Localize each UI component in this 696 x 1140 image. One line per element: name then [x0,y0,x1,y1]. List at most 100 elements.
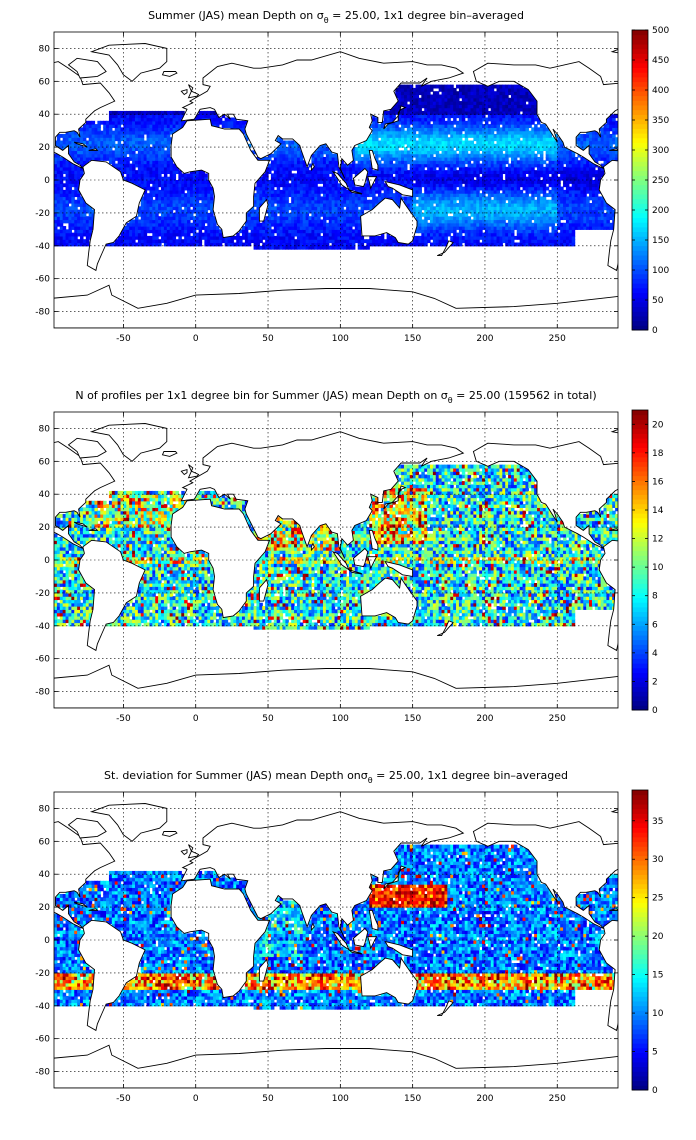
data-cell [184,203,188,207]
data-cell [325,226,330,230]
data-cell [432,219,437,224]
data-cell [123,156,127,161]
data-cell [513,84,518,89]
data-cell [476,180,480,184]
data-cell [499,156,503,161]
data-cell [349,219,353,224]
data-cell [108,133,113,138]
data-cell [285,239,289,244]
data-cell [80,153,84,158]
data-cell [508,166,512,171]
data-cell [502,219,506,224]
data-cell [427,203,431,207]
data-cell [166,133,171,138]
data-cell [525,229,529,234]
data-cell [386,186,391,191]
data-cell [140,206,145,211]
data-cell [473,143,477,148]
data-cell [424,206,428,211]
data-cell [421,124,425,128]
data-cell [296,216,301,221]
data-cell [314,245,318,250]
data-cell [158,153,162,158]
data-cell [435,219,440,224]
data-cell [479,97,483,102]
data-cell [279,219,284,224]
data-cell [525,97,529,102]
data-cell [516,114,521,119]
data-cell [406,84,411,89]
data-cell [111,140,116,145]
data-cell [169,170,174,175]
data-cell [192,232,197,237]
data-cell [458,117,463,122]
data-cell [487,160,492,165]
data-cell [479,94,483,99]
data-cell [262,229,266,234]
data-cell [59,209,64,214]
data-cell [244,226,249,230]
data-cell [450,166,454,171]
data-cell [74,160,78,165]
data-cell [421,163,425,168]
data-cell [354,232,359,237]
data-cell [484,239,489,244]
data-cell [482,212,486,217]
data-cell [233,120,237,125]
data-cell [438,124,443,128]
data-cell [441,137,446,142]
data-cell [464,242,469,247]
data-cell [172,229,177,234]
data-cell [244,219,249,224]
data-cell [401,87,405,92]
data-cell [242,226,246,230]
data-cell [256,183,260,188]
data-cell [305,196,310,201]
data-cell [129,120,133,125]
data-cell [305,189,310,194]
data-cell [146,163,151,168]
data-cell [181,239,185,244]
data-cell [322,156,327,161]
data-cell [519,163,524,168]
data-cell [401,150,405,155]
data-cell [418,156,422,161]
data-cell [427,150,431,155]
data-cell [247,222,252,227]
data-cell [479,147,483,151]
data-cell [375,127,379,132]
data-cell [447,87,451,92]
data-cell [253,219,258,224]
data-cell [519,226,524,230]
data-cell [499,97,503,102]
data-cell [508,232,512,237]
data-cell [207,203,211,207]
data-cell [479,232,483,237]
data-cell [444,235,448,240]
data-cell [505,143,509,148]
data-cell [510,140,515,145]
data-cell [438,242,443,247]
data-cell [453,101,457,105]
data-cell [476,183,480,188]
data-cell [317,242,321,247]
data-cell [389,239,393,244]
data-cell [140,137,145,142]
data-cell [328,183,333,188]
data-cell [476,153,480,158]
data-cell [482,173,486,178]
data-cell [369,137,373,142]
data-cell [337,166,341,171]
data-cell [479,226,483,230]
data-cell [123,229,127,234]
data-cell [279,189,284,194]
data-cell [62,133,67,138]
data-cell [77,209,81,214]
data-cell [369,203,373,207]
data-cell [432,130,437,135]
data-cell [137,120,142,125]
data-cell [487,117,492,122]
data-cell [340,199,344,204]
data-cell [505,91,509,96]
data-cell [299,239,304,244]
